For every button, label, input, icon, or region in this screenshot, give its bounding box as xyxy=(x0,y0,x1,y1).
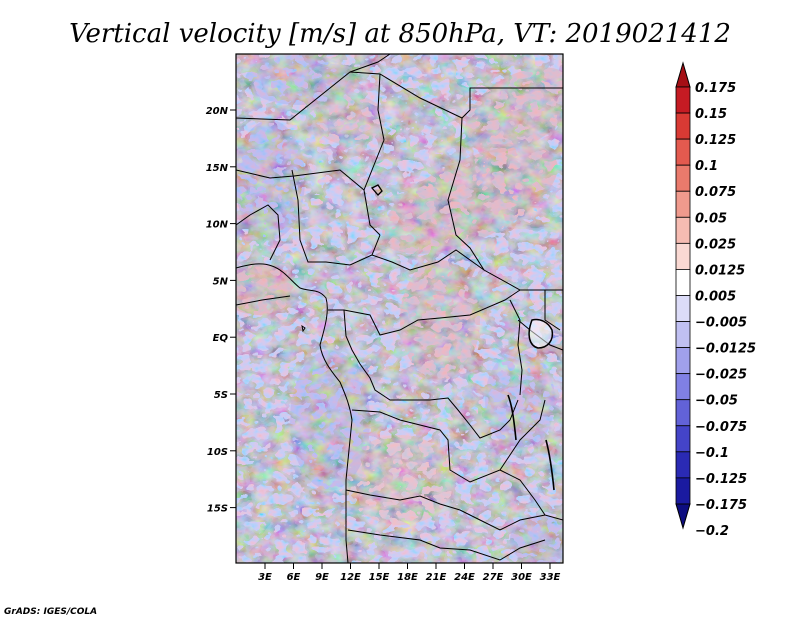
colorbar-label: −0.075 xyxy=(695,420,747,435)
colorbar-segment xyxy=(675,216,691,244)
colorbar-label: −0.005 xyxy=(695,316,747,331)
lon-label: 3E xyxy=(258,572,272,583)
colorbar-top-arrow xyxy=(675,61,691,88)
colorbar-segment xyxy=(675,164,691,192)
colorbar-segment xyxy=(675,138,691,166)
lon-label: 30E xyxy=(511,572,532,583)
lat-label: 5N xyxy=(213,276,229,287)
colorbar-label: 0.075 xyxy=(695,185,736,200)
colorbar-label: −0.025 xyxy=(695,368,747,383)
lon-label: 24E xyxy=(454,572,475,583)
colorbar-segment xyxy=(675,295,691,322)
colorbar-label: 0.0125 xyxy=(695,263,745,278)
country-borders xyxy=(236,54,563,563)
colorbar-label: −0.2 xyxy=(695,524,729,539)
map-frame xyxy=(235,53,564,564)
colorbar-segment xyxy=(675,321,691,348)
colorbar-label: 0.05 xyxy=(695,211,727,226)
lat-label: EQ xyxy=(213,333,229,344)
credit-text: GrADS: IGES/COLA xyxy=(4,607,97,617)
map-panel xyxy=(236,54,563,563)
colorbar-label: −0.175 xyxy=(695,498,747,513)
lat-label: 5S xyxy=(214,390,228,401)
chart-title: Vertical velocity [m/s] at 850hPa, VT: 2… xyxy=(69,19,731,49)
lon-label: 6E xyxy=(287,572,301,583)
colorbar-label: 0.175 xyxy=(695,81,736,96)
colorbar-segment xyxy=(675,112,691,140)
colorbar-segment xyxy=(675,425,691,453)
colorbar-label: 0.025 xyxy=(695,237,736,252)
colorbar-segment xyxy=(675,373,691,401)
lat-label: 15S xyxy=(207,504,228,515)
lon-label: 27E xyxy=(483,572,504,583)
longitude-axis: 3E 6E 9E 12E 15E 18E 21E 24E 27E 30E 33E xyxy=(258,563,561,583)
colorbar-segment xyxy=(675,86,691,114)
colorbar-segment xyxy=(675,477,691,505)
colorbar-segment xyxy=(675,347,691,375)
colorbar-label: −0.05 xyxy=(695,394,738,409)
colorbar-label: 0.15 xyxy=(695,107,727,122)
colorbar-label: −0.125 xyxy=(695,472,747,487)
lon-label: 15E xyxy=(369,572,390,583)
zero-contour-texture xyxy=(236,54,563,563)
colorbar: 0.175 0.15 0.125 0.1 0.075 0.05 0.025 0.0125 0.0… xyxy=(675,61,756,539)
lat-label: 15N xyxy=(206,163,229,174)
latitude-axis: 20N 15N 10N 5N EQ 5S 10S 15S xyxy=(206,106,236,515)
colorbar-segment xyxy=(675,242,691,270)
lon-label: 21E xyxy=(426,572,447,583)
colorbar-label: 0.125 xyxy=(695,133,736,148)
colorbar-segment xyxy=(675,399,691,427)
colorbar-segment xyxy=(675,269,691,296)
lon-label: 18E xyxy=(397,572,418,583)
colorbar-bottom-arrow xyxy=(675,503,691,530)
lat-label: 20N xyxy=(206,106,229,117)
lon-label: 33E xyxy=(540,572,561,583)
lon-label: 9E xyxy=(315,572,329,583)
colorbar-label: −0.0125 xyxy=(695,342,756,357)
colorbar-segment xyxy=(675,451,691,479)
lat-label: 10N xyxy=(206,220,229,231)
lat-label: 10S xyxy=(207,447,228,458)
colorbar-label: −0.1 xyxy=(695,446,729,461)
lon-label: 12E xyxy=(340,572,361,583)
colorbar-segment xyxy=(675,190,691,218)
colorbar-label: 0.1 xyxy=(695,159,718,174)
colorbar-label: 0.005 xyxy=(695,289,736,304)
